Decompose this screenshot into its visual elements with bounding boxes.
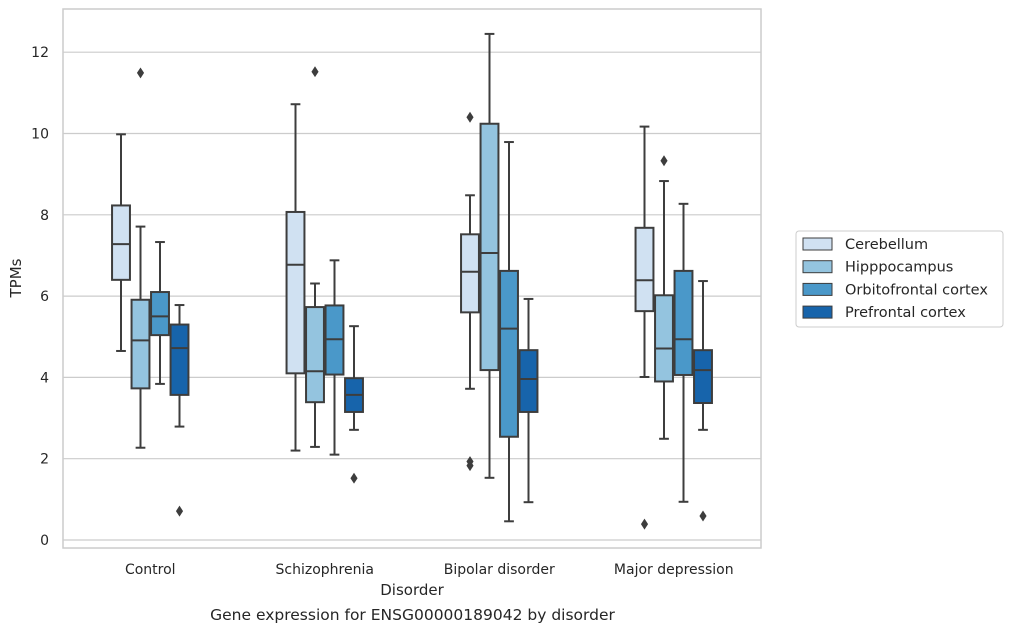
iqr-box [285,210,306,375]
outlier-point [640,518,649,530]
legend-swatch [802,282,833,296]
outlier-point [466,111,474,123]
iqr-box [499,269,519,438]
outlier-point [175,505,184,517]
iqr-box [130,298,151,390]
box-bipolar-disorder-prefrontal-cortex [518,297,539,504]
legend-label: Prefrontal cortex [845,305,966,321]
iqr-box [693,349,713,405]
outlier-point [350,472,358,484]
legend-label: Cerebellum [845,237,928,253]
outlier-point [136,67,145,79]
iqr-box [111,204,131,281]
box-bipolar-disorder-orbitofrontal-cortex [499,141,519,523]
iqr-box [673,269,694,376]
iqr-box [169,323,190,396]
y-tick-label: 4 [40,370,49,386]
legend: Cerebellum Hipppocampus Orbitofrontal cort… [795,230,1004,328]
box-bipolar-disorder-cerebellum [460,111,480,472]
y-tick-label: 0 [40,533,49,549]
legend-swatch [802,305,833,319]
x-tick-label: Major depression [614,562,734,578]
x-tick-labels: Control Schizophrenia Bipolar disorder Majo… [125,562,734,578]
iqr-box [479,122,500,372]
legend-swatch [802,237,833,251]
legend-swatch [802,260,833,274]
box-major-depression-prefrontal-cortex [693,280,713,522]
plot-frame [62,8,762,549]
y-tick-label: 12 [31,45,49,61]
x-tick-label: Bipolar disorder [444,562,555,578]
iqr-box [305,306,325,404]
legend-items: Cerebellum Hipppocampus Orbitofrontal cort… [802,237,988,321]
box-schizophrenia-orbitofrontal-cortex [324,259,345,456]
box-major-depression-orbitofrontal-cortex [673,202,694,503]
x-tick-label: Schizophrenia [276,562,374,578]
figure-caption: Gene expression for ENSG00000189042 by d… [210,606,615,624]
y-axis-label: TPMs [7,258,25,298]
iqr-box [460,233,480,314]
iqr-box [634,226,655,313]
y-tick-label: 6 [40,289,49,305]
outlier-point [660,155,668,167]
x-axis-label: Disorder [380,581,444,599]
x-tick-label: Control [125,562,176,578]
y-tick-label: 2 [40,452,49,468]
outlier-point [699,510,707,522]
iqr-box [518,349,539,413]
y-tick-label: 10 [31,127,49,143]
box-series [111,32,713,530]
y-tick-label: 8 [40,208,49,224]
box-schizophrenia-hipppocampus [305,66,325,448]
y-tick-labels: 0 2 4 6 8 10 12 [31,45,49,549]
box-schizophrenia-cerebellum [285,103,306,452]
box-major-depression-cerebellum [634,125,655,530]
box-major-depression-hipppocampus [654,155,674,440]
iqr-box [150,291,170,337]
outlier-point [311,66,319,78]
legend-label: Hipppocampus [845,260,953,276]
box-schizophrenia-prefrontal-cortex [344,325,364,484]
legend-frame [795,230,1004,328]
box-control-prefrontal-cortex [169,304,190,517]
box-control-cerebellum [111,133,131,352]
box-control-orbitofrontal-cortex [150,241,170,385]
box-control-hipppocampus [130,67,151,449]
outlier-point [466,460,474,472]
iqr-box [654,294,674,383]
box-bipolar-disorder-hipppocampus [479,32,500,479]
legend-label: Orbitofrontal cortex [845,282,988,298]
